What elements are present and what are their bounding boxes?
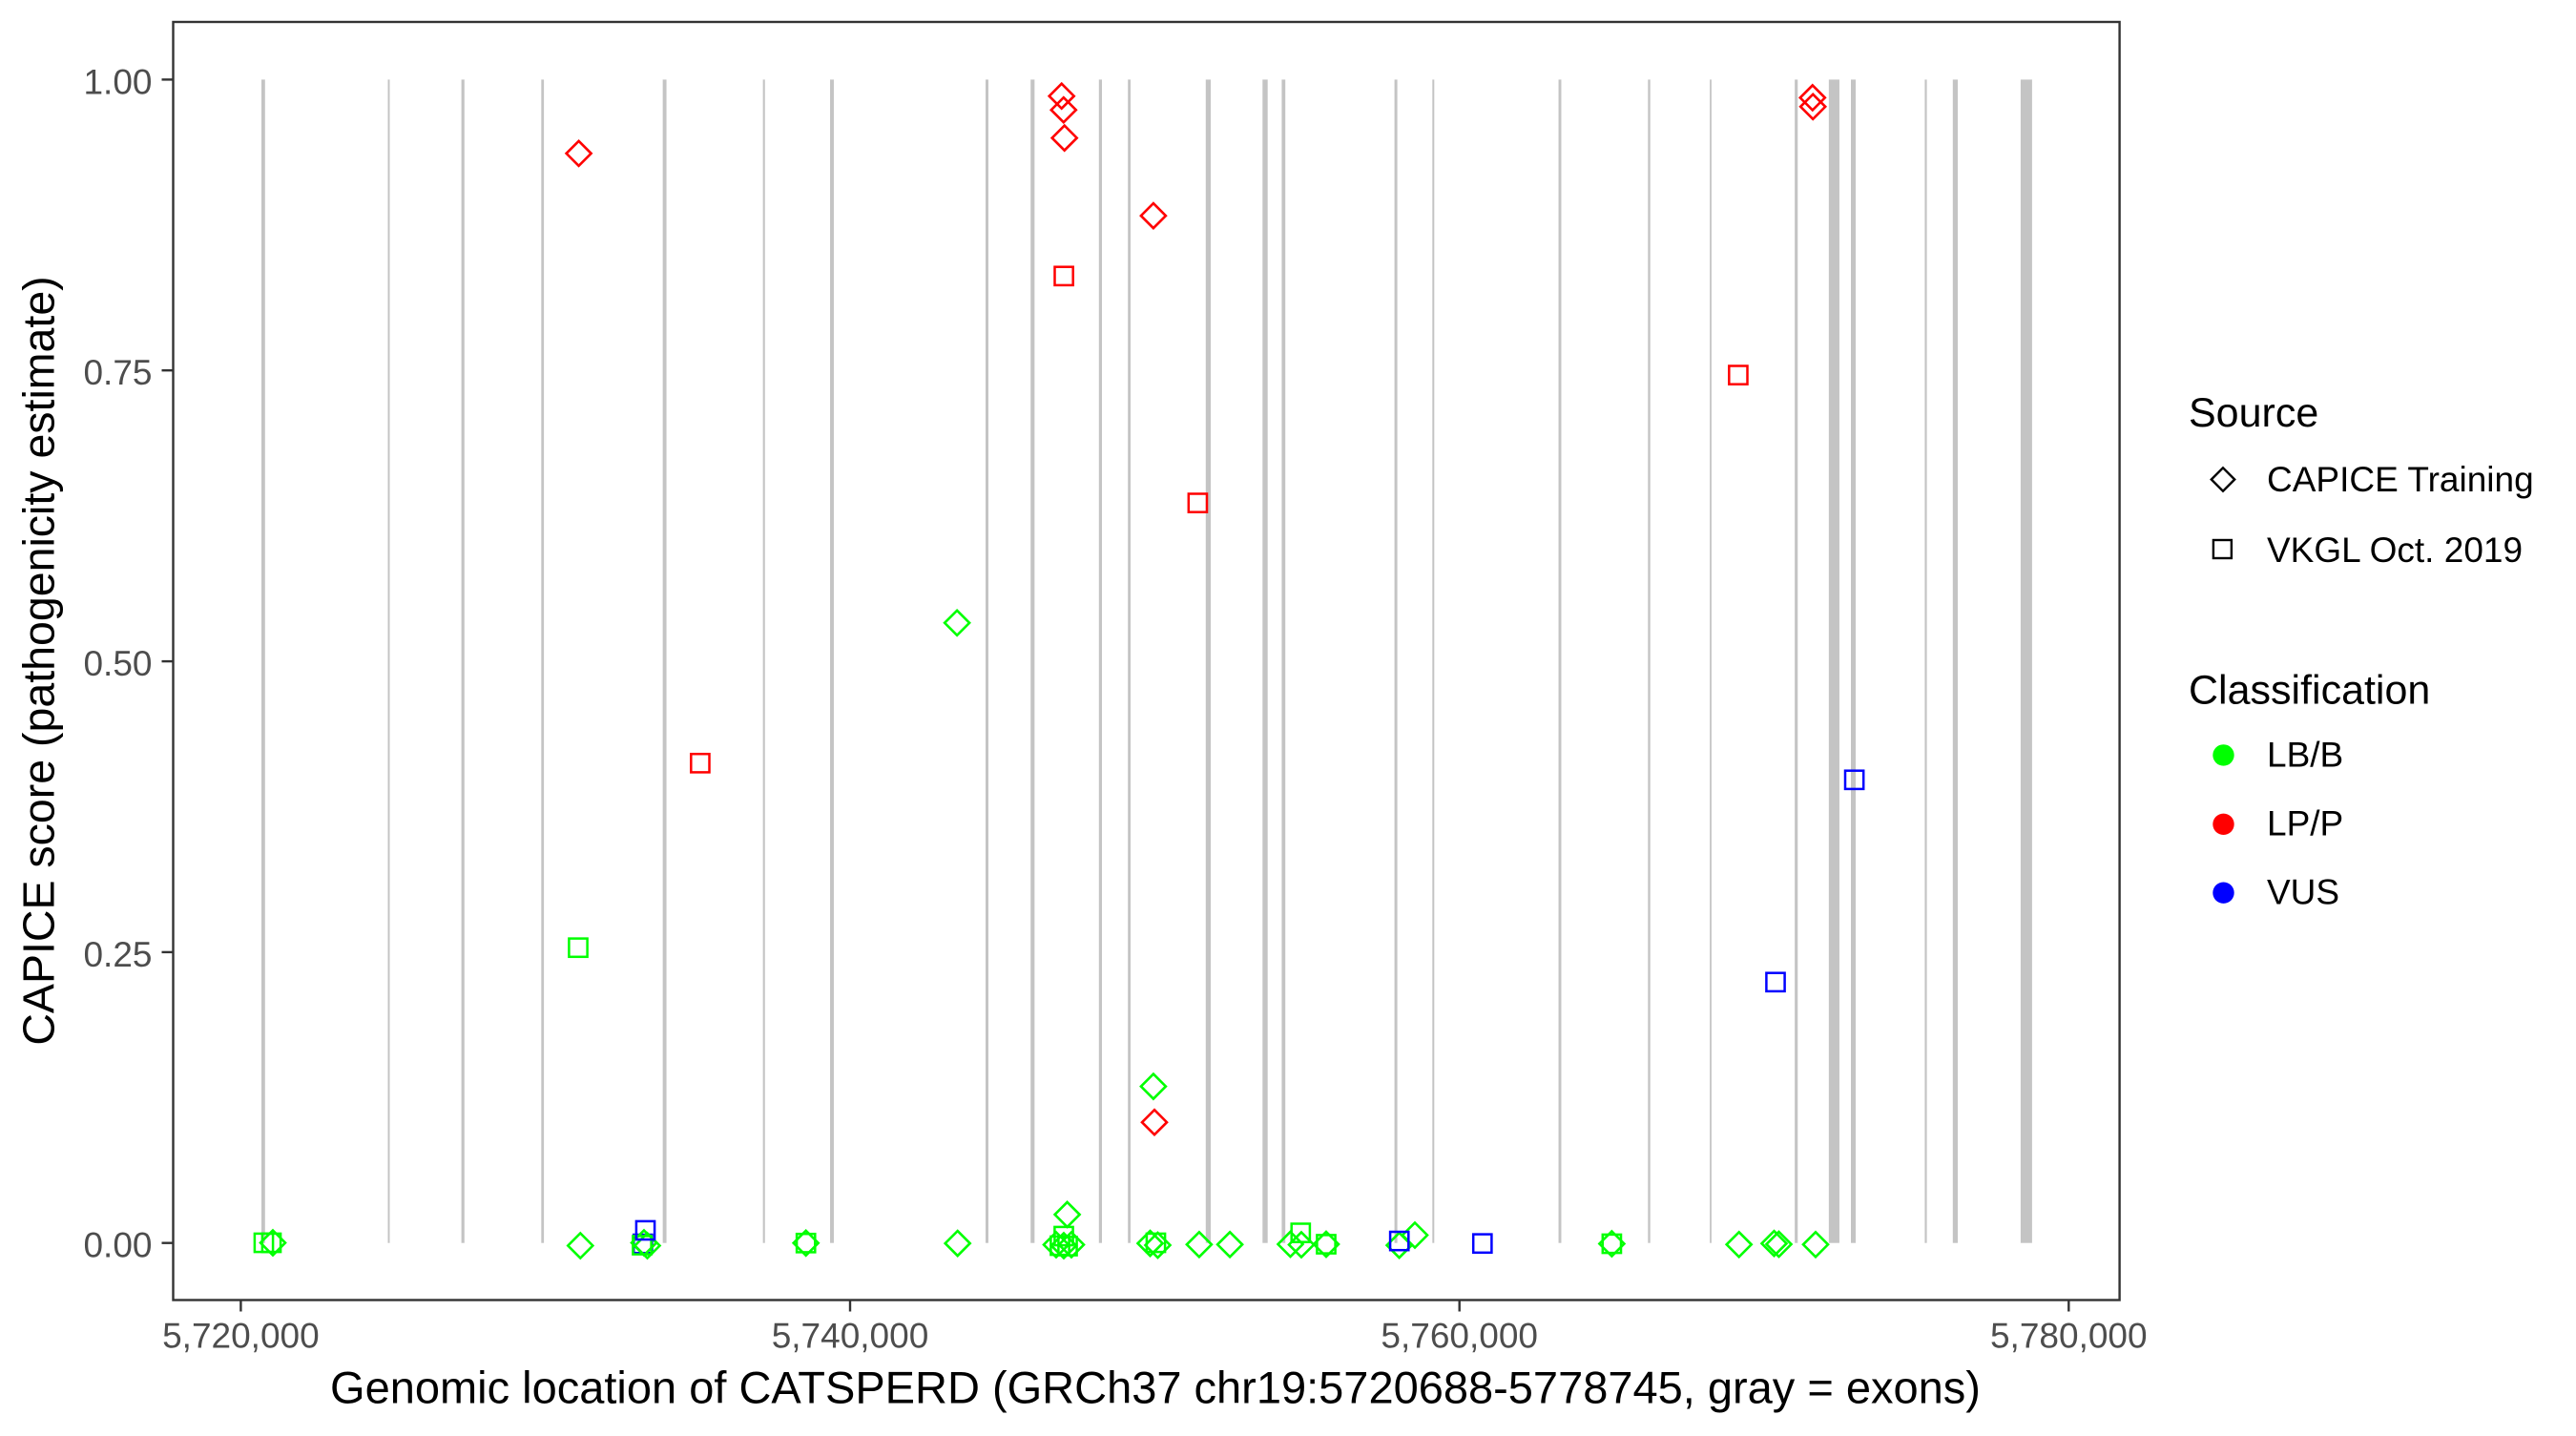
svg-text:Genomic location of CATSPERD (: Genomic location of CATSPERD (GRCh37 chr… (330, 1363, 1981, 1413)
svg-text:CAPICE Training: CAPICE Training (2267, 460, 2534, 499)
svg-text:LB/B: LB/B (2267, 736, 2343, 775)
svg-text:LP/P: LP/P (2267, 804, 2343, 843)
svg-text:0.25: 0.25 (83, 935, 152, 974)
svg-text:5,760,000: 5,760,000 (1381, 1317, 1538, 1356)
svg-text:5,740,000: 5,740,000 (772, 1317, 929, 1356)
svg-text:CAPICE score (pathogenicity es: CAPICE score (pathogenicity estimate) (14, 276, 64, 1045)
svg-text:VUS: VUS (2267, 873, 2339, 912)
svg-text:0.00: 0.00 (83, 1226, 152, 1265)
svg-text:Source: Source (2189, 390, 2318, 436)
svg-text:1.00: 1.00 (83, 62, 152, 101)
svg-text:5,720,000: 5,720,000 (162, 1317, 320, 1356)
svg-text:0.50: 0.50 (83, 644, 152, 683)
svg-text:5,780,000: 5,780,000 (1990, 1317, 2148, 1356)
svg-text:Classification: Classification (2189, 668, 2430, 714)
svg-text:VKGL Oct. 2019: VKGL Oct. 2019 (2267, 531, 2523, 570)
svg-text:0.75: 0.75 (83, 353, 152, 392)
